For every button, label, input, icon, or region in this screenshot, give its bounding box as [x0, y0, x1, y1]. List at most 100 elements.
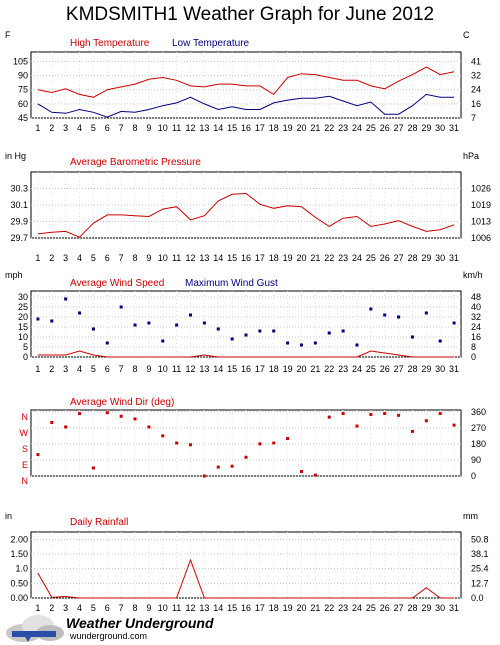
temperature-x-tick-label: 17 [255, 123, 265, 133]
temperature-x-tick-label: 2 [49, 123, 54, 133]
wind-dir-average-wind-dir-deg--point [91, 466, 95, 470]
logo-brand: Weather Underground [66, 615, 214, 631]
rainfall-left-tick-label: 1.0 [15, 564, 28, 574]
wind-maximum-wind-gust-point [369, 307, 373, 311]
wind-maximum-wind-gust-point [91, 327, 95, 331]
temperature-x-tick-label: 28 [407, 123, 417, 133]
cloud-logo-icon [6, 615, 64, 642]
wind-legend-entry: Maximum Wind Gust [185, 278, 278, 289]
temperature-x-tick-label: 5 [91, 123, 96, 133]
wind-dir-average-wind-dir-deg--point [383, 412, 387, 416]
pressure-x-tick-label: 28 [407, 253, 417, 263]
temperature-x-tick-label: 26 [380, 123, 390, 133]
wind-x-tick-label: 30 [435, 364, 445, 374]
temperature-x-tick-label: 7 [119, 123, 124, 133]
temperature-x-tick-label: 21 [310, 123, 320, 133]
temperature-x-tick-label: 29 [421, 123, 431, 133]
wind-maximum-wind-gust-point [313, 341, 317, 345]
wind-x-tick-label: 13 [199, 364, 209, 374]
wind-dir-average-wind-dir-deg--point [230, 464, 234, 468]
rainfall-x-tick-label: 15 [227, 603, 237, 613]
wind-maximum-wind-gust-point [438, 339, 442, 343]
pressure-legend-entry: Average Barometric Pressure [70, 157, 201, 168]
rainfall-right-tick-label: 50.8 [471, 534, 489, 544]
temperature-x-tick-label: 3 [63, 123, 68, 133]
temperature-left-unit: F [5, 30, 11, 40]
rainfall-right-tick-label: 12.7 [471, 578, 489, 588]
wind-right-tick-label: 48 [471, 292, 481, 302]
wind-dir-average-wind-dir-deg--point [410, 429, 414, 433]
wind-maximum-wind-gust-point [64, 297, 68, 301]
wind-maximum-wind-gust-point [175, 323, 179, 327]
temperature-x-tick-label: 19 [283, 123, 293, 133]
wind-dir-average-wind-dir-deg--point [369, 412, 373, 416]
wind-dir-left-tick-label: N [22, 412, 29, 422]
rainfall-x-tick-label: 22 [324, 603, 334, 613]
wind-x-tick-label: 2 [49, 364, 54, 374]
pressure-x-tick-label: 22 [324, 253, 334, 263]
wind-maximum-wind-gust-point [397, 315, 401, 319]
wind-left-tick-label: 20 [18, 312, 28, 322]
pressure-x-tick-label: 6 [105, 253, 110, 263]
wind-x-tick-label: 4 [77, 364, 82, 374]
wind-x-tick-label: 11 [172, 364, 181, 374]
wind-left-tick-label: 15 [18, 322, 28, 332]
temperature-x-tick-label: 27 [394, 123, 404, 133]
wind-right-tick-label: 40 [471, 302, 481, 312]
rainfall-left-tick-label: 1.50 [10, 549, 28, 559]
wind-dir-average-wind-dir-deg--point [258, 442, 262, 446]
wind-dir-average-wind-dir-deg--point [119, 414, 123, 418]
rainfall-x-tick-label: 25 [366, 603, 376, 613]
temperature-x-tick-label: 30 [435, 123, 445, 133]
wind-dir-average-wind-dir-deg--point [313, 473, 317, 477]
rainfall-left-tick-label: 0.50 [10, 578, 28, 588]
pressure-x-tick-label: 18 [269, 253, 279, 263]
wind-dir-average-wind-dir-deg--point [175, 441, 179, 445]
rainfall-daily-rainfall-line [37, 558, 455, 599]
wind-dir-average-wind-dir-deg--point [50, 420, 54, 424]
temperature-left-tick-label: 75 [18, 85, 28, 95]
temperature-right-tick-label: 41 [471, 56, 481, 66]
wind-x-tick-label: 9 [146, 364, 151, 374]
wind-x-tick-label: 18 [269, 364, 279, 374]
wind-x-tick-label: 7 [119, 364, 124, 374]
wind-x-tick-label: 22 [324, 364, 334, 374]
pressure-right-tick-label: 1006 [471, 233, 491, 243]
wind-dir-average-wind-dir-deg--point [272, 441, 276, 445]
wind-dir-average-wind-dir-deg--point [397, 413, 401, 417]
wind-maximum-wind-gust-point [355, 343, 359, 347]
page-title: KMDSMITH1 Weather Graph for June 2012 [65, 4, 435, 25]
temperature-x-tick-label: 4 [77, 123, 82, 133]
temperature-x-tick-label: 16 [241, 123, 251, 133]
wind-dir-right-tick-label: 270 [471, 423, 486, 433]
temperature-x-tick-label: 6 [105, 123, 110, 133]
wind-x-tick-label: 3 [63, 364, 68, 374]
wind-left-tick-label: 0 [23, 352, 28, 362]
wind-dir-average-wind-dir-deg--point [147, 425, 151, 429]
wind-dir-average-wind-dir-deg--point [133, 417, 137, 421]
temperature-x-tick-label: 14 [213, 123, 223, 133]
wind-x-tick-label: 8 [133, 364, 138, 374]
rainfall-x-tick-label: 26 [380, 603, 390, 613]
rainfall-right-tick-label: 0.0 [471, 593, 484, 603]
temperature-x-tick-label: 18 [269, 123, 279, 133]
pressure-x-tick-label: 10 [158, 253, 168, 263]
wind-dir-average-wind-dir-deg--point [161, 434, 165, 438]
wind-x-tick-label: 23 [338, 364, 348, 374]
pressure-right-unit: hPa [463, 151, 479, 161]
wind-x-tick-label: 16 [241, 364, 251, 374]
rainfall-right-tick-label: 25.4 [471, 564, 489, 574]
wind-dir-left-tick-label: S [22, 444, 28, 454]
logo[interactable]: Weather Underground wunderground.com [4, 613, 244, 643]
wind-maximum-wind-gust-point [258, 329, 262, 333]
pressure-x-tick-label: 24 [352, 253, 362, 263]
rainfall-x-tick-label: 5 [91, 603, 96, 613]
temperature-x-tick-label: 22 [324, 123, 334, 133]
pressure-left-tick-label: 29.9 [10, 217, 28, 227]
wind-x-tick-label: 21 [310, 364, 320, 374]
logo-url: wunderground.com [70, 631, 148, 641]
wind-dir-right-tick-label: 90 [471, 455, 481, 465]
pressure-left-tick-label: 30.1 [10, 200, 28, 210]
wind-maximum-wind-gust-point [327, 331, 331, 335]
